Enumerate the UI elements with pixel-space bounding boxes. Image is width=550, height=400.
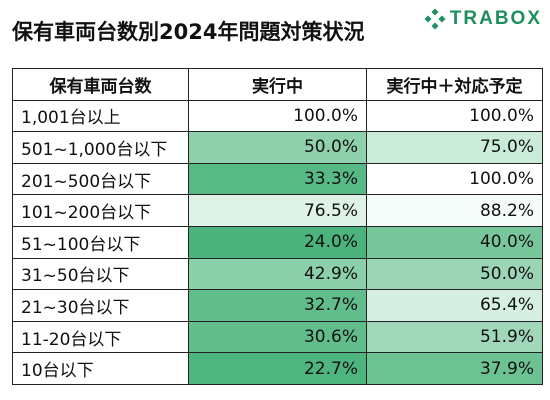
- brand-logo: TRABOX: [424, 8, 542, 30]
- brand-name: TRABOX: [449, 8, 542, 29]
- cell-in-progress-plus-planned: 75.0%: [366, 131, 543, 164]
- table-header-row: 保有車両台数 実行中 実行中＋対応予定: [12, 68, 543, 101]
- table-row: 31~50台以下 42.9% 50.0%: [12, 257, 543, 291]
- table-row: 501~1,000台以下 50.0% 75.0%: [12, 131, 543, 164]
- table-row: 51~100台以下 24.0% 40.0%: [12, 225, 543, 259]
- cell-in-progress-plus-planned: 37.9%: [366, 352, 543, 385]
- cell-in-progress-plus-planned: 100.0%: [366, 99, 543, 133]
- cell-vehicle-count: 501~1,000台以下: [12, 131, 189, 164]
- table-row: 11-20台以下 30.6% 51.9%: [12, 320, 543, 354]
- cell-in-progress: 30.6%: [188, 320, 367, 354]
- table-row: 201~500台以下 33.3% 100.0%: [12, 162, 543, 196]
- cell-in-progress: 33.3%: [188, 162, 367, 196]
- table-row: 101~200台以下 76.5% 88.2%: [12, 194, 543, 227]
- cell-in-progress: 24.0%: [188, 225, 367, 259]
- column-header-vehicle-count: 保有車両台数: [12, 68, 189, 101]
- cell-in-progress-plus-planned: 65.4%: [366, 289, 543, 322]
- cell-in-progress-plus-planned: 88.2%: [366, 194, 543, 227]
- cell-in-progress: 50.0%: [188, 131, 367, 164]
- page-title: 保有車両台数別2024年問題対策状況: [12, 20, 365, 44]
- status-table: 保有車両台数 実行中 実行中＋対応予定 1,001台以上 100.0% 100.0%…: [12, 68, 543, 385]
- table-row: 21~30台以下 32.7% 65.4%: [12, 289, 543, 322]
- cell-vehicle-count: 10台以下: [12, 352, 189, 385]
- cell-vehicle-count: 31~50台以下: [12, 257, 189, 291]
- cell-in-progress: 100.0%: [188, 99, 367, 133]
- cell-vehicle-count: 21~30台以下: [12, 289, 189, 322]
- cell-in-progress: 42.9%: [188, 257, 367, 291]
- cell-in-progress-plus-planned: 51.9%: [366, 320, 543, 354]
- cell-vehicle-count: 51~100台以下: [12, 225, 189, 259]
- trabox-diamond-dots-icon: [424, 8, 446, 30]
- table-row: 1,001台以上 100.0% 100.0%: [12, 99, 543, 133]
- cell-vehicle-count: 11-20台以下: [12, 320, 189, 354]
- cell-in-progress: 22.7%: [188, 352, 367, 385]
- cell-in-progress-plus-planned: 50.0%: [366, 257, 543, 291]
- cell-in-progress: 76.5%: [188, 194, 367, 227]
- cell-in-progress: 32.7%: [188, 289, 367, 322]
- column-header-in-progress-plus-planned: 実行中＋対応予定: [366, 68, 543, 101]
- cell-vehicle-count: 101~200台以下: [12, 194, 189, 227]
- cell-in-progress-plus-planned: 40.0%: [366, 225, 543, 259]
- table-body: 1,001台以上 100.0% 100.0% 501~1,000台以下 50.0% 75.…: [12, 99, 543, 385]
- cell-vehicle-count: 1,001台以上: [12, 99, 189, 133]
- column-header-in-progress: 実行中: [188, 68, 367, 101]
- cell-in-progress-plus-planned: 100.0%: [366, 162, 543, 196]
- table-row: 10台以下 22.7% 37.9%: [12, 352, 543, 385]
- cell-vehicle-count: 201~500台以下: [12, 162, 189, 196]
